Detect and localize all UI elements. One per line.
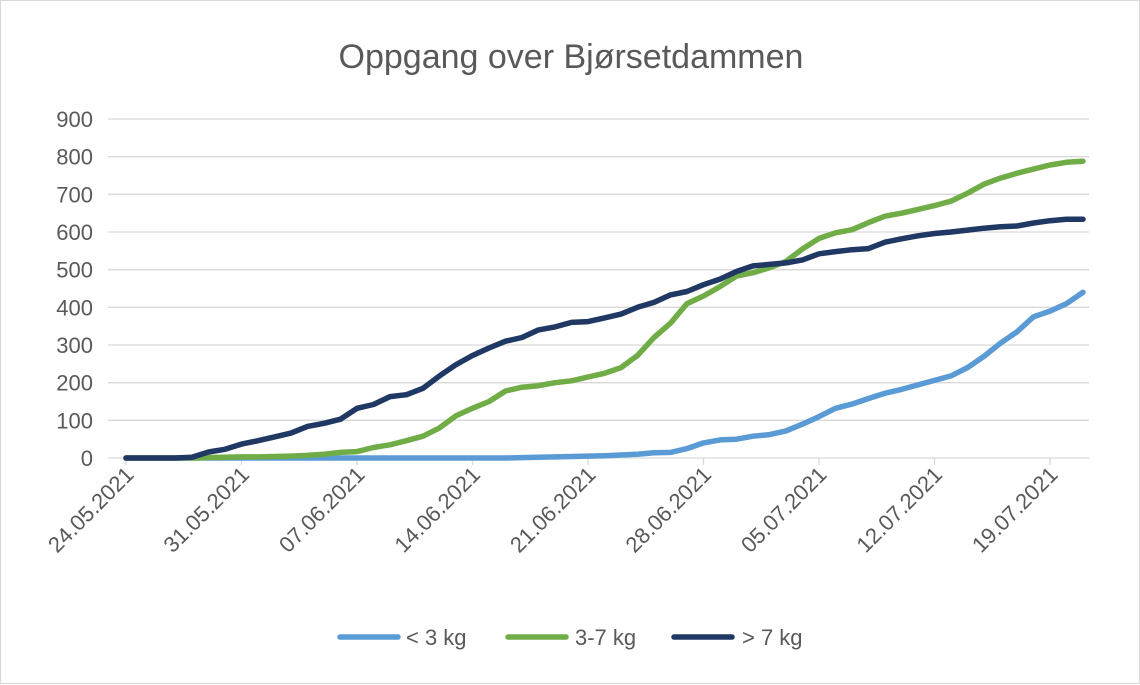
legend-label: 3-7 kg: [575, 625, 636, 650]
legend: < 3 kg 3-7 kg > 7 kg: [337, 625, 803, 650]
gridlines: [108, 118, 1089, 421]
y-tick-label: 800: [56, 145, 93, 170]
legend-item: < 3 kg: [337, 625, 467, 650]
x-tick-label: 14.06.2021: [389, 462, 485, 558]
series-line-1: [123, 158, 1086, 461]
x-tick-label: 28.06.2021: [620, 462, 716, 558]
x-tick-label: 07.06.2021: [274, 462, 370, 558]
x-axis: 24.05.2021 31.05.2021 07.06.2021 14.06.2021…: [43, 457, 1089, 558]
legend-label: > 7 kg: [742, 625, 803, 650]
series-line-2: [123, 216, 1086, 461]
x-tick-label: 31.05.2021: [158, 462, 254, 558]
x-tick-label: 12.07.2021: [851, 462, 947, 558]
y-tick-label: 700: [56, 182, 93, 207]
y-tick-label: 100: [56, 408, 93, 433]
x-tick-label: 24.05.2021: [43, 462, 139, 558]
y-tick-label: 300: [56, 333, 93, 358]
legend-label: < 3 kg: [406, 625, 467, 650]
x-tick-label: 21.06.2021: [505, 462, 601, 558]
y-tick-label: 600: [56, 220, 93, 245]
plot-series: [123, 158, 1086, 461]
x-tick-label: 05.07.2021: [736, 462, 832, 558]
y-tick-label: 900: [56, 107, 93, 132]
y-tick-label: 500: [56, 258, 93, 283]
y-tick-label: 400: [56, 295, 93, 320]
x-tick-label: 19.07.2021: [967, 462, 1063, 558]
y-tick-label: 200: [56, 371, 93, 396]
y-axis: 0 100 200 300 400 500 600 700 800 900: [56, 107, 93, 471]
y-tick-label: 0: [81, 446, 93, 471]
legend-item: > 7 kg: [671, 625, 803, 650]
chart-title: Oppgang over Bjørsetdammen: [339, 38, 804, 76]
legend-item: 3-7 kg: [505, 625, 636, 650]
